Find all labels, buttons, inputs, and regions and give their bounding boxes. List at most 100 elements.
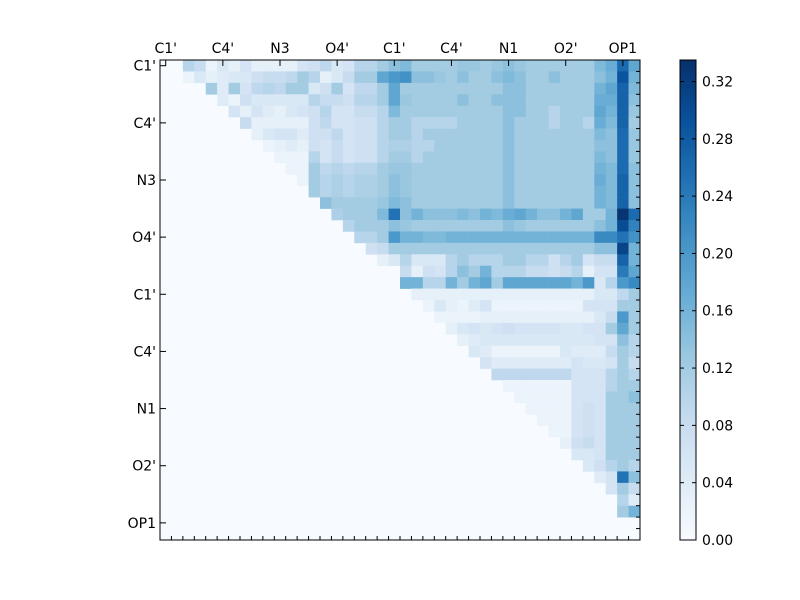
heatmap-cell — [502, 197, 515, 209]
heatmap-cell — [560, 105, 572, 118]
heatmap-cell — [377, 208, 389, 221]
heatmap-cell — [560, 425, 572, 438]
heatmap-cell — [411, 151, 424, 164]
heatmap-cell — [594, 71, 607, 84]
heatmap-cell — [422, 185, 435, 198]
heatmap-cell — [537, 242, 549, 255]
heatmap-cell — [285, 82, 298, 95]
heatmap-cell — [514, 82, 527, 95]
y-tick-label: C4' — [133, 116, 156, 132]
heatmap-cell — [457, 174, 469, 187]
heatmap-cell — [445, 220, 458, 232]
heatmap-cell — [434, 288, 447, 301]
heatmap-cell — [628, 82, 641, 95]
heatmap-cell — [400, 151, 412, 164]
heatmap-cell — [468, 162, 481, 175]
heatmap-cell — [342, 151, 355, 164]
heatmap-cell — [628, 357, 641, 369]
heatmap-cell — [445, 105, 458, 118]
heatmap-cell — [594, 254, 607, 267]
heatmap-cell — [628, 471, 641, 484]
heatmap-cell — [457, 334, 469, 347]
heatmap-cell — [514, 242, 527, 255]
heatmap-cell — [582, 414, 595, 427]
heatmap-cell — [411, 208, 424, 221]
heatmap-cell — [240, 60, 252, 72]
heatmap-cell — [605, 460, 618, 472]
heatmap-cell — [514, 162, 527, 175]
heatmap-cell — [502, 357, 515, 369]
heatmap-cell — [548, 380, 561, 392]
heatmap-cell — [377, 151, 389, 164]
heatmap-cell — [491, 162, 504, 175]
heatmap-cell — [308, 185, 321, 198]
heatmap-cell — [605, 391, 618, 404]
heatmap-cell — [320, 60, 332, 72]
heatmap-cell — [571, 345, 584, 358]
x-tick-label: N3 — [270, 41, 289, 57]
heatmap-cell — [560, 185, 572, 198]
heatmap-cell — [502, 174, 515, 187]
heatmap-cell — [377, 220, 389, 232]
heatmap-cell — [617, 368, 629, 381]
heatmap-cell — [480, 288, 492, 301]
heatmap-cell — [411, 231, 424, 244]
heatmap-cell — [457, 94, 469, 107]
x-tick-label: C1' — [383, 41, 406, 57]
heatmap-cell — [262, 82, 275, 95]
heatmap-cell — [582, 94, 595, 107]
heatmap-cell — [605, 94, 618, 107]
y-tick-label: C1' — [133, 59, 156, 75]
heatmap-cell — [605, 254, 618, 267]
heatmap-cell — [377, 71, 389, 84]
heatmap-cell — [560, 345, 572, 358]
heatmap-cell — [525, 117, 538, 129]
heatmap-cell — [445, 322, 458, 335]
heatmap-cell — [617, 71, 629, 84]
heatmap-cell — [297, 174, 309, 187]
heatmap-cell — [502, 254, 515, 267]
heatmap-cell — [582, 151, 595, 164]
heatmap-cell — [605, 402, 618, 415]
x-tick-label: OP1 — [609, 41, 637, 57]
heatmap-cell — [262, 105, 275, 118]
heatmap-cell — [480, 140, 492, 152]
y-tick-label: O2' — [132, 459, 156, 475]
heatmap-cell — [388, 220, 401, 232]
heatmap-cell — [502, 128, 515, 141]
heatmap-cell — [594, 94, 607, 107]
heatmap-cell — [594, 140, 607, 152]
heatmap-cell — [480, 357, 492, 369]
heatmap-cell — [514, 380, 527, 392]
heatmap-cell — [594, 380, 607, 392]
heatmap-cell — [377, 174, 389, 187]
heatmap-cell — [411, 71, 424, 84]
heatmap-cell — [571, 300, 584, 312]
heatmap-cell — [388, 162, 401, 175]
heatmap-cell — [605, 185, 618, 198]
heatmap-cell — [617, 265, 629, 278]
colorbar-tick-label: 0.20 — [702, 246, 733, 262]
heatmap-cell — [365, 82, 378, 95]
heatmap-cell — [514, 311, 527, 324]
heatmap-cell — [571, 311, 584, 324]
heatmap-cell — [502, 231, 515, 244]
heatmap-cell — [274, 117, 287, 129]
heatmap-cell — [594, 414, 607, 427]
heatmap-cell — [502, 334, 515, 347]
heatmap-cell — [411, 277, 424, 289]
heatmap-cell — [571, 448, 584, 461]
heatmap-cell — [285, 117, 298, 129]
heatmap-cell — [605, 471, 618, 484]
heatmap-cell — [342, 82, 355, 95]
heatmap-cell — [582, 368, 595, 381]
heatmap-cell — [594, 197, 607, 209]
heatmap-cell — [617, 345, 629, 358]
heatmap-cell — [422, 277, 435, 289]
heatmap-cell — [548, 402, 561, 415]
heatmap-cell — [537, 197, 549, 209]
heatmap-cell — [628, 277, 641, 289]
heatmap-cell — [308, 140, 321, 152]
heatmap-cell — [480, 265, 492, 278]
heatmap-cell — [434, 185, 447, 198]
